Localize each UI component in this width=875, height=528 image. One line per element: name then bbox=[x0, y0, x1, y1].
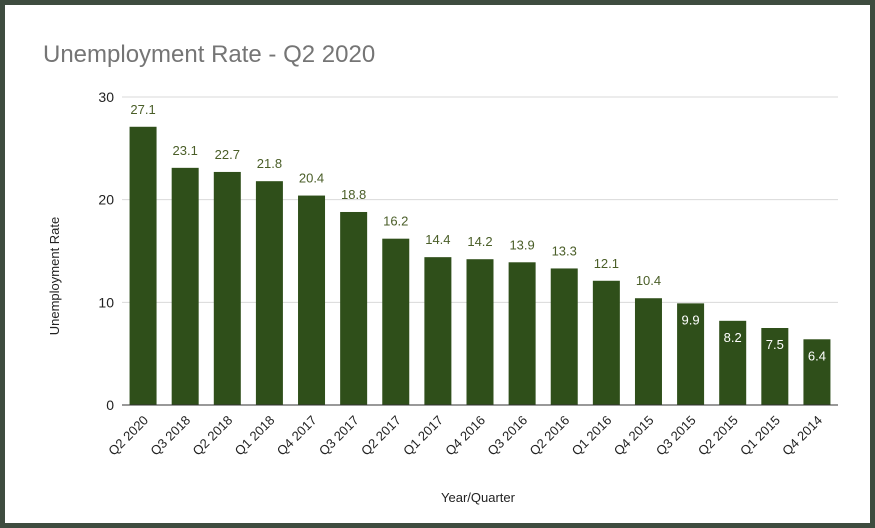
data-label: 14.2 bbox=[467, 234, 492, 249]
x-tick-label: Q2 2015 bbox=[695, 413, 741, 459]
x-tick-label: Q3 2015 bbox=[653, 413, 699, 459]
data-label: 23.1 bbox=[173, 143, 198, 158]
x-axis-title: Year/Quarter bbox=[441, 490, 516, 505]
bar bbox=[340, 211, 368, 405]
bar bbox=[677, 303, 705, 405]
x-tick-label: Q2 2016 bbox=[526, 413, 572, 459]
data-label: 13.3 bbox=[552, 243, 577, 258]
y-tick-label: 20 bbox=[98, 192, 114, 208]
x-tick-label: Q3 2018 bbox=[147, 413, 193, 459]
bar bbox=[508, 262, 536, 405]
x-tick-label: Q2 2017 bbox=[358, 413, 404, 459]
bar bbox=[634, 298, 662, 405]
x-tick-label: Q4 2017 bbox=[274, 413, 320, 459]
x-tick-label: Q4 2015 bbox=[611, 413, 657, 459]
x-tick-label: Q4 2014 bbox=[779, 413, 825, 459]
bar bbox=[424, 257, 452, 405]
bar bbox=[719, 320, 747, 405]
bar bbox=[213, 171, 241, 405]
data-label: 6.4 bbox=[808, 348, 826, 363]
data-label: 20.4 bbox=[299, 171, 324, 186]
y-tick-label: 30 bbox=[98, 89, 114, 105]
data-label: 18.8 bbox=[341, 187, 366, 202]
data-label: 14.4 bbox=[425, 232, 450, 247]
y-tick-label: 0 bbox=[106, 397, 114, 413]
x-tick-label: Q1 2015 bbox=[737, 413, 783, 459]
data-label: 27.1 bbox=[130, 102, 155, 117]
x-tick-label: Q1 2018 bbox=[232, 413, 278, 459]
x-tick-label: Q2 2020 bbox=[105, 413, 151, 459]
x-tick-label: Q2 2018 bbox=[190, 413, 236, 459]
x-tick-label: Q1 2017 bbox=[400, 413, 446, 459]
bar bbox=[129, 126, 157, 406]
y-axis-title: Unemployment Rate bbox=[47, 217, 62, 336]
data-label: 8.2 bbox=[724, 330, 742, 345]
bar bbox=[803, 339, 831, 405]
x-tick-label: Q1 2016 bbox=[569, 413, 615, 459]
y-tick-label: 10 bbox=[98, 294, 114, 310]
bar bbox=[592, 280, 620, 405]
data-label: 21.8 bbox=[257, 156, 282, 171]
data-label: 12.1 bbox=[594, 256, 619, 271]
data-label: 22.7 bbox=[215, 147, 240, 162]
chart-title: Unemployment Rate - Q2 2020 bbox=[43, 41, 376, 68]
bar bbox=[171, 167, 199, 405]
y-axis-ticks: 0 10 20 30 bbox=[98, 89, 114, 413]
x-tick-label: Q3 2017 bbox=[316, 413, 362, 459]
data-label: 10.4 bbox=[636, 273, 661, 288]
bar bbox=[466, 259, 494, 405]
x-tick-label: Q4 2016 bbox=[442, 413, 488, 459]
data-label: 7.5 bbox=[766, 337, 784, 352]
data-label: 16.2 bbox=[383, 214, 408, 229]
data-label: 13.9 bbox=[509, 237, 534, 252]
bar bbox=[382, 238, 410, 405]
data-label: 9.9 bbox=[682, 312, 700, 327]
x-tick-label: Q3 2016 bbox=[484, 413, 530, 459]
data-labels: 27.1 23.1 22.7 21.8 20.4 18.8 16.2 14.4 14.2 13.9… bbox=[130, 102, 826, 364]
bars bbox=[129, 126, 831, 406]
bar bbox=[761, 328, 789, 405]
bar bbox=[550, 268, 578, 405]
bar bbox=[298, 195, 326, 405]
bar bbox=[255, 181, 283, 405]
